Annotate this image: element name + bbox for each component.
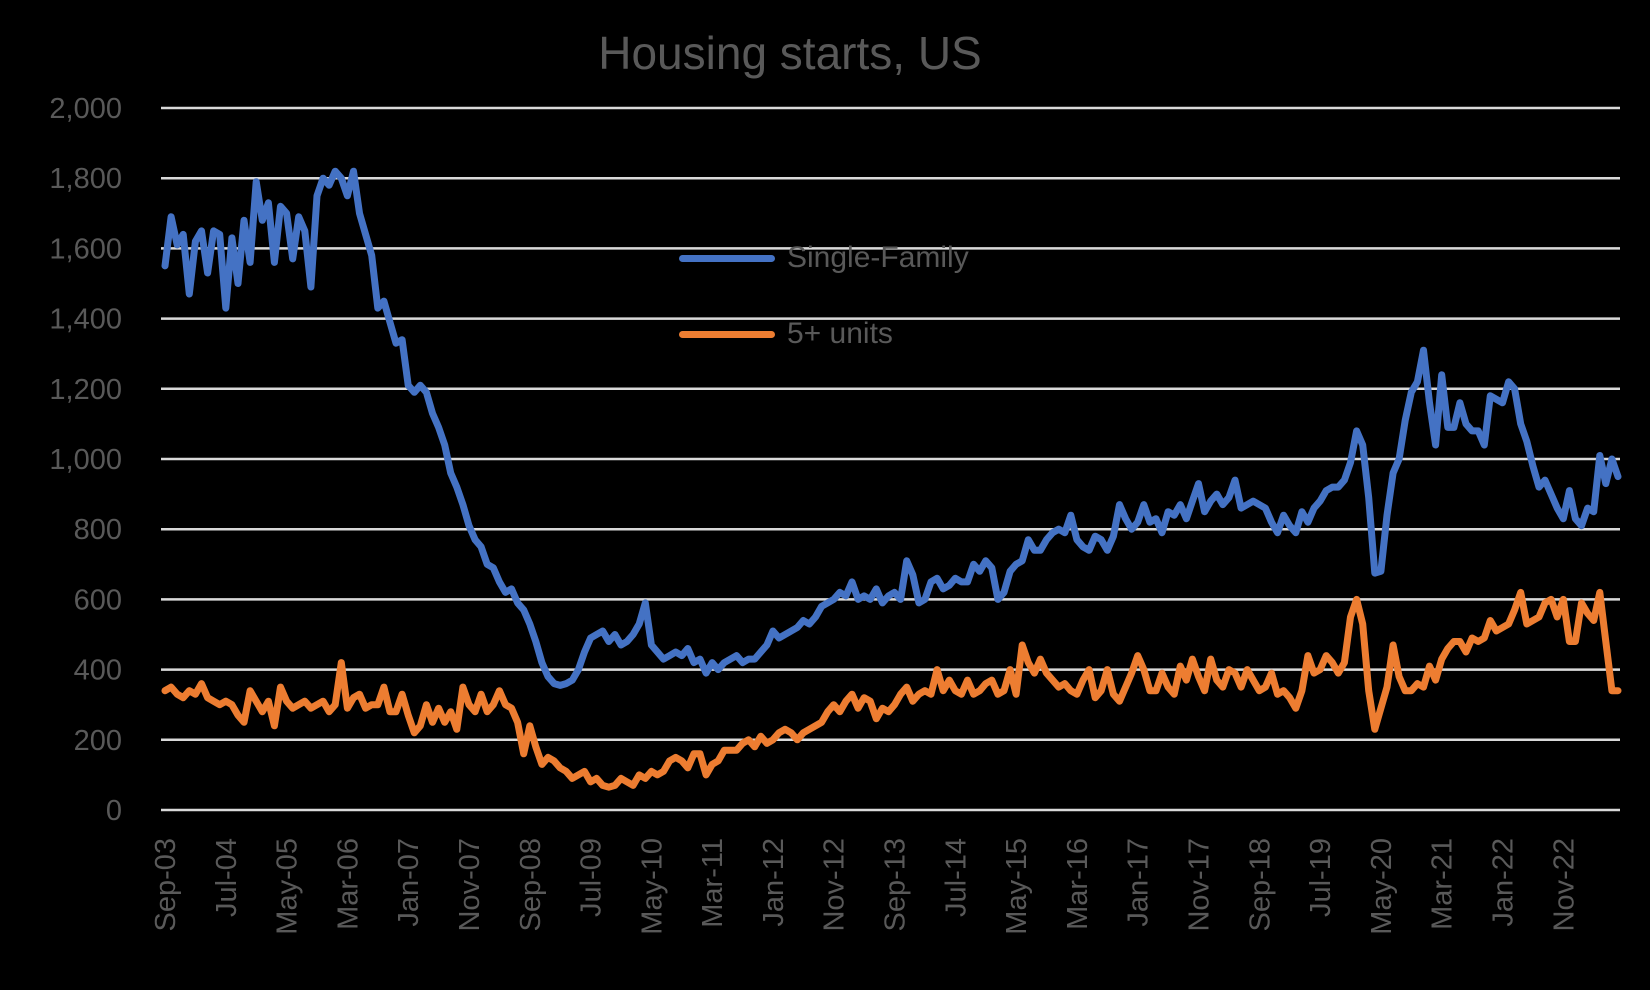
chart-title: Housing starts, US xyxy=(598,27,982,79)
y-axis-tick-label: 1,400 xyxy=(49,304,122,336)
legend-item-single-family: Single-Family xyxy=(679,240,969,276)
x-axis-tick-label: May-10 xyxy=(636,838,668,935)
legend-swatch-5-plus-units xyxy=(679,330,775,338)
y-axis-tick-label: 600 xyxy=(74,584,122,616)
x-axis-tick-label: Sep-03 xyxy=(150,838,182,932)
y-axis-tick-label: 1,200 xyxy=(49,374,122,406)
y-axis-tick-label: 400 xyxy=(74,655,122,687)
y-axis-tick-label: 1,600 xyxy=(49,233,122,265)
y-axis-tick-label: 2,000 xyxy=(49,93,122,125)
x-axis-tick-label: Jan-12 xyxy=(758,838,790,927)
x-axis-tick-label: May-20 xyxy=(1366,838,1398,935)
legend-label-single-family: Single-Family xyxy=(787,241,969,274)
y-axis-tick-label: 0 xyxy=(106,795,122,827)
x-axis-tick-label: Jan-22 xyxy=(1487,838,1519,927)
x-axis-tick-label: Sep-08 xyxy=(515,838,547,932)
y-axis-tick-label: 200 xyxy=(74,725,122,757)
x-axis-tick-label: Sep-18 xyxy=(1244,838,1276,932)
series-line-single-family xyxy=(161,167,1622,689)
x-axis-tick-label: Sep-13 xyxy=(880,838,912,932)
x-axis-tick-label: Nov-12 xyxy=(819,838,851,932)
y-axis-tick-label: 1,800 xyxy=(49,163,122,195)
x-axis-tick-label: May-15 xyxy=(1001,838,1033,935)
x-axis-tick-label: Nov-17 xyxy=(1184,838,1216,932)
y-axis-tick-label: 800 xyxy=(74,514,122,546)
x-axis-tick-label: Nov-07 xyxy=(454,838,486,932)
y-axis-tick-label: 1,000 xyxy=(49,444,122,476)
legend-item-5-plus-units: 5+ units xyxy=(679,316,893,352)
x-axis-tick-label: Jul-19 xyxy=(1305,838,1337,917)
x-axis-tick-label: May-05 xyxy=(272,838,304,935)
x-axis-tick-label: Jan-17 xyxy=(1123,838,1155,927)
x-axis-tick-label: Jul-09 xyxy=(576,838,608,917)
x-axis-tick-label: Jul-14 xyxy=(940,838,972,917)
series-line-5-plus-units xyxy=(161,588,1622,791)
legend-swatch-single-family xyxy=(679,254,775,262)
x-axis-tick-label: Jul-04 xyxy=(211,838,243,917)
x-axis-tick-label: Mar-11 xyxy=(697,838,729,928)
x-axis-tick-label: Mar-21 xyxy=(1427,838,1459,930)
legend-label-5-plus-units: 5+ units xyxy=(787,317,893,350)
x-axis-tick-label: Nov-22 xyxy=(1548,838,1580,932)
x-axis-tick-label: Jan-07 xyxy=(393,838,425,927)
x-axis-tick-label: Mar-06 xyxy=(332,838,364,930)
x-axis-tick-label: Mar-16 xyxy=(1062,838,1094,930)
